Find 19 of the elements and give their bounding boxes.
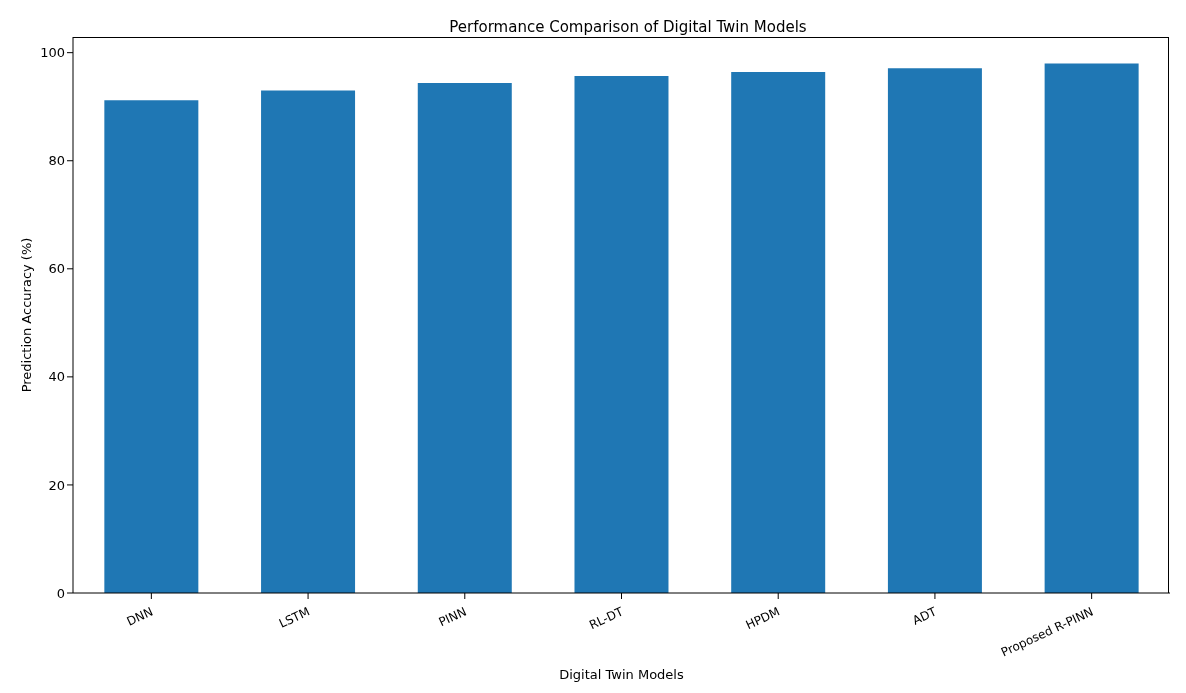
y-tick-label: 100 — [40, 45, 65, 61]
x-axis-title: Digital Twin Models — [559, 667, 684, 682]
bar — [574, 75, 669, 593]
x-tick-label: ADT — [910, 604, 940, 628]
y-tick-label: 20 — [48, 477, 65, 493]
y-tick-label: 80 — [48, 153, 65, 169]
chart-title: Performance Comparison of Digital Twin Models — [448, 18, 808, 36]
bar — [887, 68, 982, 593]
y-tick-label: 60 — [48, 261, 65, 277]
bar — [104, 100, 199, 593]
y-axis-title: Prediction Accuracy (%) — [18, 237, 34, 393]
x-tick-label: DNN — [124, 604, 156, 629]
bar — [417, 82, 512, 593]
x-tick-label: PINN — [436, 604, 469, 630]
bar — [261, 90, 356, 593]
y-tick-label: 0 — [56, 585, 65, 601]
y-tick-label: 40 — [48, 369, 65, 385]
bar — [1044, 63, 1139, 593]
bar — [731, 72, 826, 593]
